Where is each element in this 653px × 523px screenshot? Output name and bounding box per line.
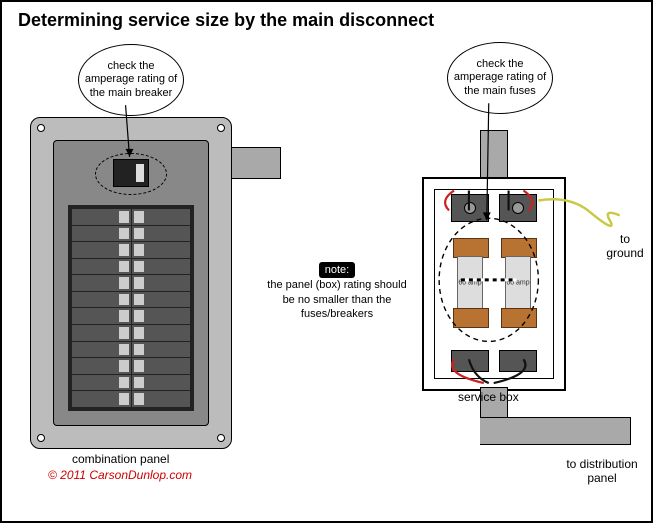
combination-panel (30, 117, 232, 449)
screw-icon (37, 434, 45, 442)
diagram-canvas: Determining service size by the main dis… (0, 0, 653, 523)
service-conduit-top (480, 130, 508, 180)
service-box: 60 amp 60 amp (422, 177, 566, 391)
breaker-cell (72, 242, 131, 258)
copyright-text: © 2011 CarsonDunlop.com (48, 468, 192, 482)
panel-inner (53, 140, 209, 426)
breaker-cell (72, 375, 131, 391)
screw-icon (217, 434, 225, 442)
diagram-title: Determining service size by the main dis… (18, 10, 434, 31)
breaker-cell (132, 242, 191, 258)
breaker-cell (72, 259, 131, 275)
callout-main-breaker: check the amperage rating of the main br… (78, 44, 184, 116)
breaker-cell (132, 325, 191, 341)
bottom-lug-right (499, 350, 537, 372)
main-breaker (113, 159, 149, 187)
note-label: note: (319, 262, 355, 278)
breaker-cell (132, 292, 191, 308)
breaker-cell (132, 209, 191, 225)
breaker-cell (72, 308, 131, 324)
screw-icon (37, 124, 45, 132)
breaker-cell (72, 226, 131, 242)
lug-right (499, 194, 537, 222)
breaker-cell (132, 342, 191, 358)
breaker-cell (132, 226, 191, 242)
breaker-cell (72, 391, 131, 407)
breaker-cell (72, 325, 131, 341)
breaker-cell (72, 209, 131, 225)
caption-to-ground: to ground (600, 232, 650, 260)
breaker-cell (132, 259, 191, 275)
caption-service-box: service box (458, 390, 519, 404)
caption-combination-panel: combination panel (72, 452, 169, 466)
screw-icon (217, 124, 225, 132)
note-box: note: the panel (box) rating should be n… (262, 262, 412, 321)
breaker-grid (68, 205, 194, 411)
breaker-cell (72, 342, 131, 358)
breaker-cell (132, 358, 191, 374)
service-box-inner: 60 amp 60 amp (434, 189, 554, 379)
note-text: the panel (box) rating should be no smal… (267, 279, 406, 320)
bottom-lug-left (451, 350, 489, 372)
breaker-cell (132, 391, 191, 407)
caption-to-distribution: to distribution panel (562, 457, 642, 485)
breaker-cell (72, 358, 131, 374)
breaker-cell (132, 308, 191, 324)
callout-main-fuses: check the amperage rating of the main fu… (447, 42, 553, 114)
service-conduit-horizontal (480, 417, 631, 445)
fuse-right: 60 amp (501, 238, 535, 328)
fuse-left: 60 amp (453, 238, 487, 328)
lug-left (451, 194, 489, 222)
breaker-cell (72, 292, 131, 308)
breaker-cell (72, 275, 131, 291)
panel-conduit (230, 147, 281, 179)
breaker-cell (132, 375, 191, 391)
breaker-cell (132, 275, 191, 291)
